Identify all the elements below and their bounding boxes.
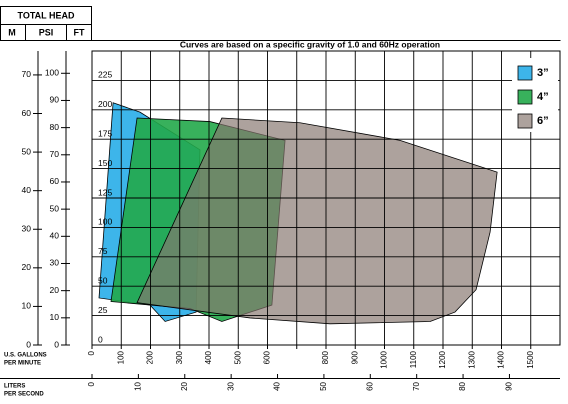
psi-tick-label: 60 <box>50 176 60 186</box>
x-tick-label: 200 <box>146 350 155 364</box>
psi-tick-label: 50 <box>50 203 60 213</box>
y-tick-label: 225 <box>98 70 112 80</box>
psi-tick-label: 0 <box>54 339 59 349</box>
x-tick-label: 100 <box>116 350 125 364</box>
y-tick-label: 75 <box>98 246 108 256</box>
x-tick-label: 1400 <box>497 350 506 368</box>
header-column: M <box>8 27 16 37</box>
legend-label: 6” <box>537 115 549 127</box>
x-axis-label: U.S. GALLONS <box>4 353 47 359</box>
y-tick-label: 0 <box>98 334 103 344</box>
psi-tick-label: 100 <box>45 68 59 78</box>
x-tick-label: 0 <box>87 350 96 355</box>
x-tick-label: 500 <box>233 350 242 364</box>
m-tick-label: 0 <box>26 339 31 349</box>
header-title: TOTAL HEAD <box>17 10 75 20</box>
y-tick-label: 200 <box>98 99 112 109</box>
x2-tick-label: 90 <box>505 381 514 390</box>
psi-tick-label: 80 <box>50 122 60 132</box>
y-tick-label: 25 <box>98 305 108 315</box>
m-tick-label: 20 <box>22 262 32 272</box>
x2-tick-label: 0 <box>87 381 96 386</box>
psi-tick-label: 40 <box>50 231 60 241</box>
legend-swatch <box>517 89 533 105</box>
header-column: FT <box>74 27 85 37</box>
x-tick-label: 300 <box>175 350 184 364</box>
psi-tick-label: 10 <box>50 312 60 322</box>
x-tick-label: 1500 <box>526 350 535 368</box>
x-tick-label: 400 <box>204 350 213 364</box>
x2-axis-label: LITERS <box>4 384 25 390</box>
m-tick-label: 60 <box>22 108 32 118</box>
x2-tick-label: 70 <box>412 381 421 390</box>
x2-tick-label: 20 <box>180 381 189 390</box>
x-tick-label: 900 <box>350 350 359 364</box>
y-tick-label: 175 <box>98 128 112 138</box>
legend-label: 3” <box>537 67 549 79</box>
x-tick-label: 1200 <box>438 350 447 368</box>
legend-swatch <box>517 65 533 81</box>
x2-tick-label: 50 <box>319 381 328 390</box>
psi-tick-label: 20 <box>50 285 60 295</box>
x2-tick-label: 60 <box>365 381 374 390</box>
legend-label: 4” <box>537 91 549 103</box>
y-tick-label: 125 <box>98 187 112 197</box>
m-tick-label: 30 <box>22 224 32 234</box>
m-tick-label: 40 <box>22 185 32 195</box>
y-tick-label: 50 <box>98 275 108 285</box>
x2-axis-label: PER SECOND <box>4 392 44 398</box>
psi-tick-label: 90 <box>50 95 60 105</box>
x-axis-label: PER MINUTE <box>4 361 41 367</box>
x-tick-label: 600 <box>263 350 272 364</box>
x2-tick-label: 30 <box>226 381 235 390</box>
x-tick-label: 1300 <box>467 350 476 368</box>
y-tick-label: 150 <box>98 158 112 168</box>
psi-tick-label: 30 <box>50 258 60 268</box>
header-column: PSI <box>39 27 54 37</box>
y-tick-label: 100 <box>98 217 112 227</box>
x-tick-label: 1100 <box>409 350 418 368</box>
x2-tick-label: 10 <box>133 381 142 390</box>
m-tick-label: 10 <box>22 301 32 311</box>
psi-tick-label: 70 <box>50 149 60 159</box>
x2-tick-label: 80 <box>458 381 467 390</box>
x-tick-label: 1000 <box>380 350 389 368</box>
x-tick-label: 800 <box>321 350 330 364</box>
chart-title: Curves are based on a specific gravity o… <box>180 39 440 49</box>
m-tick-label: 50 <box>22 146 32 156</box>
m-tick-label: 70 <box>22 69 32 79</box>
header-frame <box>0 6 561 41</box>
legend-swatch <box>517 113 533 129</box>
x2-tick-label: 40 <box>273 381 282 390</box>
